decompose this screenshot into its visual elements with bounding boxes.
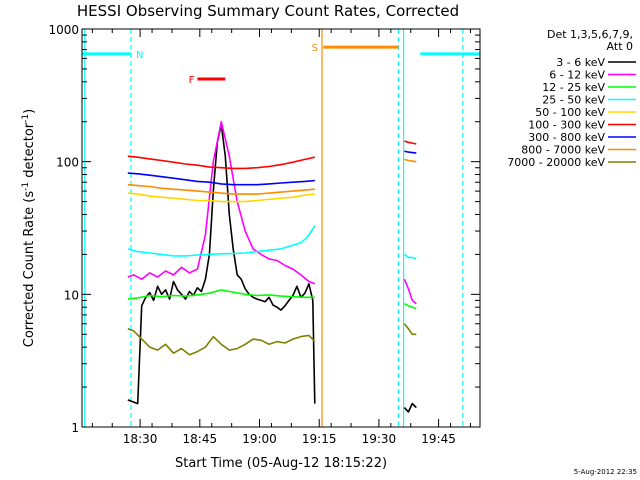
y-tick-label-1: 10 xyxy=(64,288,79,302)
legend-header-1: Att 0 xyxy=(607,40,633,53)
x-tick-label-2: 19:00 xyxy=(242,432,277,446)
plot-frame xyxy=(81,28,481,428)
legend-label-1: 6 - 12 keV xyxy=(549,69,605,82)
x-tick-label-0: 18:30 xyxy=(123,432,158,446)
series-line-3-1 xyxy=(403,253,417,260)
flag-label-S: S xyxy=(312,43,318,54)
y-tick-label-3: 1000 xyxy=(48,23,79,37)
legend-label-4: 50 - 100 keV xyxy=(535,106,605,119)
series-line-2-1 xyxy=(404,302,417,310)
series-line-8-1 xyxy=(403,323,417,336)
y-tick-label-0: 1 xyxy=(71,421,79,435)
flag-label-F: F xyxy=(189,75,195,86)
y-tick-label-2: 100 xyxy=(56,156,79,170)
legend-label-2: 12 - 25 keV xyxy=(542,81,605,94)
series-line-7-1 xyxy=(404,158,417,163)
series-line-4-0 xyxy=(127,192,315,203)
series-line-0-0 xyxy=(127,123,316,405)
legend-label-3: 25 - 50 keV xyxy=(542,94,605,107)
chart-title: HESSI Observing Summary Count Rates, Cor… xyxy=(77,2,459,20)
series-line-6-1 xyxy=(404,150,417,154)
x-tick-label-3: 19:15 xyxy=(302,432,337,446)
legend-label-7: 800 - 7000 keV xyxy=(521,144,605,157)
series-line-3-0 xyxy=(127,225,316,257)
legend-label-8: 7000 - 20000 keV xyxy=(507,156,605,169)
legend-label-6: 300 - 800 keV xyxy=(528,131,605,144)
legend-label-0: 3 - 6 keV xyxy=(556,56,605,69)
series-line-1-0 xyxy=(127,120,316,285)
x-tick-label-5: 19:45 xyxy=(421,432,456,446)
series-line-7-0 xyxy=(127,183,315,195)
series-line-0-1 xyxy=(403,402,417,413)
series-line-1-1 xyxy=(403,278,417,305)
legend-label-5: 100 - 300 keV xyxy=(528,119,605,132)
series-line-5-1 xyxy=(404,140,417,145)
flag-label-N: N xyxy=(136,50,143,61)
x-tick-label-4: 19:30 xyxy=(362,432,397,446)
legend-header-0: Det 1,3,5,6,7,9, xyxy=(547,28,633,41)
series-line-6-0 xyxy=(127,172,315,186)
x-axis-label: Start Time (05-Aug-12 18:15:22) xyxy=(175,456,387,471)
x-tick-label-1: 18:45 xyxy=(183,432,218,446)
y-axis-label: Corrected Count Rate (s-1 detector-1) xyxy=(21,109,37,347)
series-line-5-0 xyxy=(127,155,315,170)
series-line-8-0 xyxy=(127,328,316,356)
series-line-2-0 xyxy=(127,289,315,300)
plot-timestamp: 5-Aug-2012 22:35 xyxy=(574,468,637,476)
